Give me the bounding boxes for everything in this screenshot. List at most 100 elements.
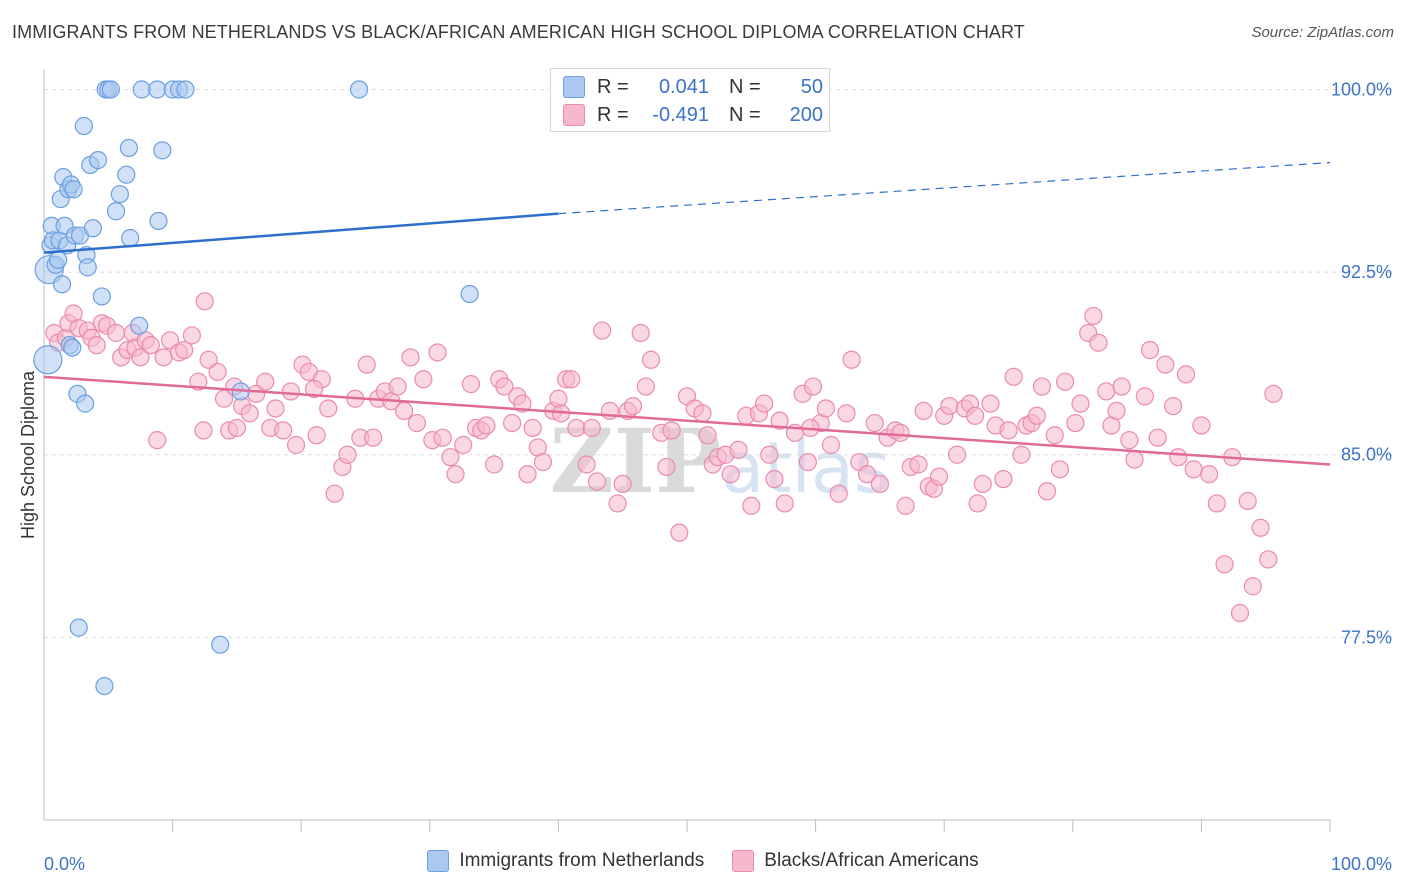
y-tick-label: 92.5% xyxy=(1341,262,1392,282)
point-black xyxy=(909,455,928,474)
point-black xyxy=(1156,355,1175,374)
point-black xyxy=(631,323,650,343)
point-black xyxy=(1259,550,1278,569)
point-black xyxy=(803,377,823,396)
r-value: 0.041 xyxy=(658,75,709,98)
y-tick-label: 100.0% xyxy=(1331,79,1392,99)
point-black xyxy=(981,394,1000,413)
point-black xyxy=(816,399,835,418)
point-black xyxy=(1120,431,1139,450)
point-black xyxy=(1066,413,1085,433)
point-black xyxy=(755,394,774,413)
point-black xyxy=(742,496,761,515)
point-black xyxy=(1264,384,1283,403)
point-black xyxy=(587,472,607,491)
legend-item-black[interactable]: Blacks/African Americans xyxy=(732,850,979,872)
point-black xyxy=(582,418,601,438)
point-netherlands xyxy=(132,80,151,99)
r-label: R = xyxy=(597,103,629,126)
chart-title: IMMIGRANTS FROM NETHERLANDS VS BLACK/AFR… xyxy=(12,22,1025,42)
point-black xyxy=(929,467,949,486)
point-netherlands xyxy=(211,635,230,654)
point-black xyxy=(106,323,126,343)
legend-swatch-black xyxy=(732,850,755,872)
point-black xyxy=(1192,416,1211,435)
point-black xyxy=(1004,367,1023,386)
point-black xyxy=(194,421,213,440)
point-black xyxy=(821,435,841,455)
point-black xyxy=(1140,340,1160,360)
point-black xyxy=(965,406,985,425)
point-black xyxy=(636,377,655,396)
point-black xyxy=(325,484,344,503)
point-black xyxy=(798,452,817,472)
point-black xyxy=(227,418,246,438)
y-tick-label: 85.0% xyxy=(1341,445,1392,465)
point-netherlands xyxy=(88,150,108,170)
point-netherlands xyxy=(76,394,95,413)
point-netherlands xyxy=(83,219,102,238)
point-black xyxy=(1164,396,1183,416)
point-black xyxy=(175,340,194,360)
point-black xyxy=(999,421,1018,440)
point-netherlands xyxy=(121,228,140,248)
point-black xyxy=(662,421,681,440)
stats-box: R = 0.041 N = 50 R = -0.491 N = 200 xyxy=(550,68,830,132)
point-netherlands xyxy=(33,345,63,375)
point-black xyxy=(446,465,465,484)
point-black xyxy=(131,348,150,367)
point-black xyxy=(940,396,959,416)
point-black xyxy=(1055,372,1075,391)
point-black xyxy=(837,404,856,423)
point-black xyxy=(1207,494,1226,513)
point-black xyxy=(1032,377,1052,396)
point-black xyxy=(1084,306,1103,326)
r-value: -0.491 xyxy=(652,103,709,126)
point-black xyxy=(1107,401,1126,421)
legend-label-black: Blacks/African Americans xyxy=(764,850,979,871)
point-black xyxy=(775,494,794,513)
point-black xyxy=(947,445,967,464)
point-black xyxy=(770,411,789,430)
point-black xyxy=(914,401,933,421)
point-black xyxy=(495,377,514,396)
point-black xyxy=(513,394,532,413)
point-black xyxy=(338,445,357,464)
point-black xyxy=(1184,460,1203,479)
point-black xyxy=(357,355,376,374)
point-black xyxy=(994,469,1013,489)
point-black xyxy=(240,404,259,423)
stats-swatch-netherlands xyxy=(563,76,585,98)
point-black xyxy=(1251,518,1270,537)
point-black xyxy=(870,474,890,494)
point-black xyxy=(286,435,306,455)
point-black xyxy=(641,350,661,369)
point-black xyxy=(477,416,496,435)
point-netherlands xyxy=(92,287,111,306)
point-black xyxy=(857,465,877,484)
point-black xyxy=(1230,603,1250,623)
point-black xyxy=(623,396,643,416)
trendline-netherlands-extension xyxy=(558,161,1331,215)
point-netherlands xyxy=(349,80,369,99)
point-black xyxy=(593,321,612,340)
point-black xyxy=(1148,428,1167,447)
point-netherlands xyxy=(63,338,82,357)
legend: Immigrants from Netherlands Blacks/Afric… xyxy=(0,850,1406,872)
point-black xyxy=(160,331,180,350)
point-black xyxy=(1200,465,1219,484)
point-netherlands xyxy=(64,180,83,199)
point-netherlands xyxy=(101,80,120,99)
point-black xyxy=(441,448,460,467)
legend-item-netherlands[interactable]: Immigrants from Netherlands xyxy=(427,850,704,872)
n-value: 200 xyxy=(789,103,823,126)
point-netherlands xyxy=(74,116,93,136)
point-black xyxy=(461,375,481,394)
point-netherlands xyxy=(117,165,136,184)
point-netherlands xyxy=(460,284,479,304)
point-black xyxy=(195,292,214,311)
point-black xyxy=(729,440,748,459)
point-black xyxy=(973,474,992,494)
point-black xyxy=(765,469,784,489)
